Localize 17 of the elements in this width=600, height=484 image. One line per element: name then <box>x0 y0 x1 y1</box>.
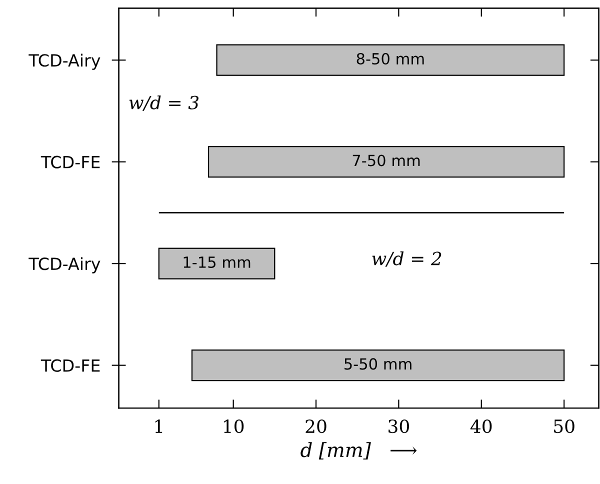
x-tick-label: 20 <box>306 419 326 434</box>
x-tick-label: 40 <box>470 419 492 434</box>
y-tick-label: TCD-Airy <box>28 54 100 70</box>
data-label: 1-15 mm <box>184 256 250 268</box>
x-tick-label: 50 <box>554 419 574 434</box>
y-tick-label: TCD-Airy <box>28 257 100 274</box>
x-tick-label: 30 <box>388 419 409 434</box>
y-tick-label: TCD-FE <box>40 359 100 372</box>
data-label: 8-50 mm <box>356 52 424 65</box>
annotation: w/d = 3 <box>129 95 198 111</box>
y-tick-label: TCD-FE <box>40 156 100 168</box>
data-label: 5-50 mm <box>344 358 412 370</box>
annotation: w/d = 2 <box>372 251 442 267</box>
data-label: 7-50 mm <box>352 154 420 166</box>
x-tick-label: 10 <box>224 419 244 434</box>
x-axis-title: d [mm] ⟶ <box>300 442 417 460</box>
x-tick-label: 1 <box>155 419 162 433</box>
